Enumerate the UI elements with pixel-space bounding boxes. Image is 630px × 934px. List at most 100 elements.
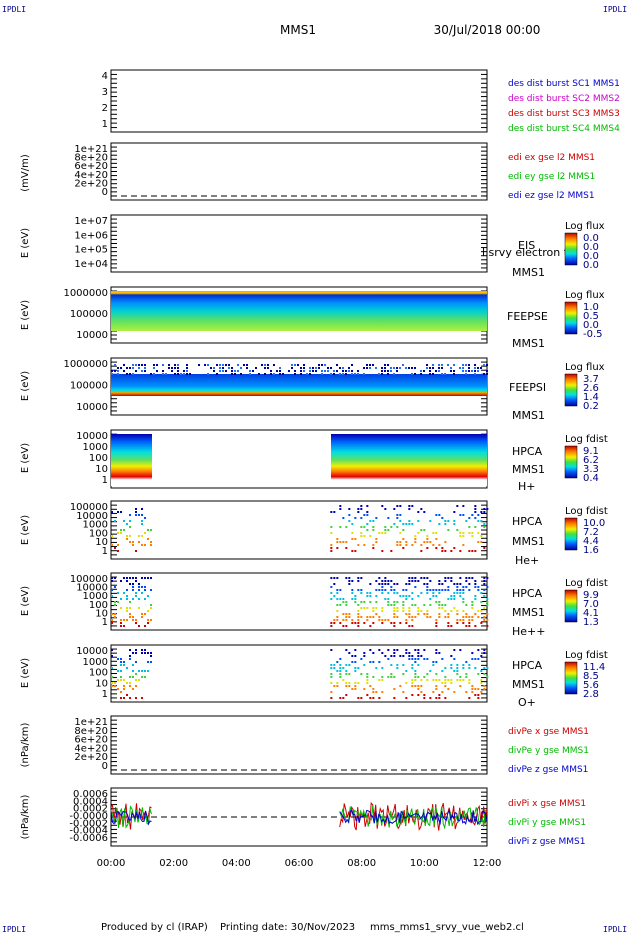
spectrogram-pixel bbox=[411, 658, 414, 660]
spectrogram-pixel bbox=[465, 604, 468, 606]
spectrogram-pixel bbox=[150, 529, 152, 531]
spectrogram-pixel bbox=[366, 511, 369, 513]
spectrogram-pixel bbox=[363, 544, 366, 546]
spectrogram-pixel bbox=[486, 601, 489, 603]
spectrogram-pixel bbox=[483, 673, 486, 675]
spectrogram-pixel bbox=[141, 544, 143, 546]
spectrogram-pixel bbox=[363, 373, 365, 375]
spectrogram-pixel bbox=[396, 649, 399, 651]
legend-entry-sc2: des dist burst SC2 MMS2 bbox=[508, 94, 620, 104]
spectrogram-pixel bbox=[468, 370, 470, 372]
spectrogram-pixel bbox=[480, 511, 483, 513]
colorbar-value: 0.0 bbox=[583, 242, 599, 253]
spectrogram-pixel bbox=[111, 682, 113, 684]
spectrogram-pixel bbox=[147, 622, 149, 624]
spectrogram-pixel bbox=[465, 370, 467, 372]
spectrogram-pixel bbox=[405, 544, 408, 546]
spectrogram-pixel bbox=[336, 370, 338, 372]
spectrogram-pixel bbox=[351, 598, 354, 600]
spectrogram-pixel bbox=[408, 577, 411, 579]
spectrogram-pixel bbox=[357, 616, 360, 618]
spectrogram-pixel bbox=[141, 697, 143, 699]
spectrogram-pixel bbox=[381, 367, 383, 369]
colorbar-value: 7.0 bbox=[583, 599, 599, 610]
spectrogram-pixel bbox=[417, 532, 420, 534]
spectrogram-pixel bbox=[378, 661, 381, 663]
spectrogram-pixel bbox=[129, 682, 131, 684]
spectrogram-pixel bbox=[351, 370, 353, 372]
legend-entry-divpi-y: divPi y gse MMS1 bbox=[508, 818, 586, 828]
spectrogram-pixel bbox=[357, 508, 360, 510]
spectrogram-pixel bbox=[243, 364, 245, 366]
spectrogram-pixel bbox=[444, 373, 446, 375]
spectrogram-pixel bbox=[381, 550, 384, 552]
spectrogram-pixel bbox=[135, 514, 137, 516]
spectrogram-pixel bbox=[330, 532, 333, 534]
spectrogram-pixel bbox=[135, 580, 137, 582]
spectrogram-pixel bbox=[435, 532, 438, 534]
spectrogram-pixel bbox=[111, 622, 113, 624]
spectrogram-pixel bbox=[114, 520, 116, 522]
spectrogram-pixel bbox=[165, 373, 167, 375]
spectrogram-pixel bbox=[135, 370, 137, 372]
spectrogram-pixel bbox=[111, 370, 113, 372]
spectrogram-pixel bbox=[150, 652, 152, 654]
spectrogram-pixel bbox=[450, 577, 453, 579]
spectrogram-pixel bbox=[324, 370, 326, 372]
spectrogram-pixel bbox=[228, 364, 230, 366]
spectrogram-pixel bbox=[303, 367, 305, 369]
spectrogram-pixel bbox=[357, 604, 360, 606]
spectrogram-pixel bbox=[345, 649, 348, 651]
spectrogram-pixel bbox=[417, 688, 420, 690]
spectrogram-pixel bbox=[477, 541, 480, 543]
spectrogram-pixel bbox=[411, 694, 414, 696]
spectrogram-pixel bbox=[411, 682, 414, 684]
divpi-traces bbox=[110, 801, 488, 831]
spectrogram-pixel bbox=[444, 541, 447, 543]
spectrogram-pixel bbox=[123, 364, 125, 366]
spectrogram-pixel bbox=[432, 691, 435, 693]
spectrogram-pixel bbox=[237, 364, 239, 366]
spectrogram-pixel bbox=[123, 370, 125, 372]
spectrogram-pixel bbox=[483, 589, 486, 591]
spectrogram-pixel bbox=[441, 364, 443, 366]
spectrogram-pixel bbox=[483, 511, 486, 513]
spectrogram-pixel bbox=[483, 577, 486, 579]
feepse-label: FEEPSE bbox=[507, 310, 548, 323]
spectrogram-pixel bbox=[336, 592, 339, 594]
spectrogram-pixel bbox=[114, 601, 116, 603]
spectrogram-pixel bbox=[357, 373, 359, 375]
spectrogram-pixel bbox=[219, 367, 221, 369]
spectrogram-pixel bbox=[342, 613, 345, 615]
ytick-label: -0.0004 bbox=[69, 826, 108, 837]
spectrogram-pixel bbox=[420, 685, 423, 687]
ytick-label: 8e+20 bbox=[74, 153, 108, 164]
panel-frame-9 bbox=[110, 715, 488, 775]
spectrogram-pixel bbox=[387, 364, 389, 366]
spectrogram-pixel bbox=[111, 649, 113, 651]
spectrogram-pixel bbox=[426, 367, 428, 369]
colorbar-gradient bbox=[564, 517, 578, 551]
spectrogram-pixel bbox=[486, 604, 489, 606]
spectrogram-pixel bbox=[330, 598, 333, 600]
ytick-label: 1 bbox=[102, 617, 108, 628]
spectrogram-pixel bbox=[330, 697, 333, 699]
spectrogram-pixel bbox=[429, 541, 432, 543]
spectrogram-pixel bbox=[486, 373, 488, 375]
spectrogram-pixel bbox=[114, 616, 116, 618]
spectrogram-pixel bbox=[468, 364, 470, 366]
spectrogram-pixel bbox=[444, 616, 447, 618]
spectrogram-pixel bbox=[231, 367, 233, 369]
spectrogram-pixel bbox=[405, 523, 408, 525]
spectrogram-pixel bbox=[402, 691, 405, 693]
spectrogram-pixel bbox=[390, 586, 393, 588]
spectrogram-pixel bbox=[447, 616, 450, 618]
colorbar-value: 0.0 bbox=[583, 320, 599, 331]
spectrogram-pixel bbox=[471, 688, 474, 690]
spectrogram-pixel bbox=[144, 613, 146, 615]
spectrogram-pixel bbox=[141, 577, 143, 579]
spectrogram-pixel bbox=[111, 580, 113, 582]
spectrogram-pixel bbox=[405, 619, 408, 621]
spectrogram-pixel bbox=[369, 367, 371, 369]
feepse-side: FEEPSE MMS1 bbox=[507, 310, 548, 350]
